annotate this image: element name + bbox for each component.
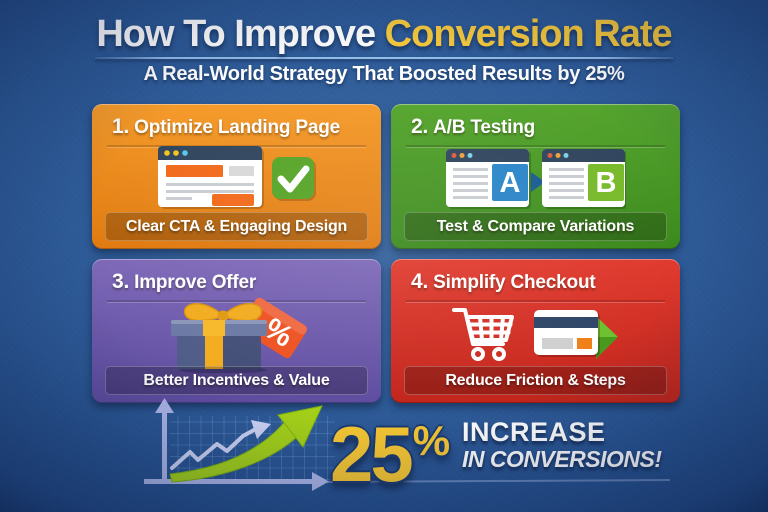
stat-percentage: 25% <box>330 402 450 493</box>
card-caption: Test & Compare Variations <box>404 211 667 241</box>
card-title: 2. A/B Testing <box>391 104 680 139</box>
growth-arrow-icon <box>169 405 323 483</box>
title-white: How To Improve <box>96 13 376 55</box>
gift-with-discount-tag-icon: % <box>92 297 381 373</box>
header: How To Improve Conversion Rate A Real-Wo… <box>0 12 768 86</box>
card-caption: Reduce Friction & Steps <box>404 366 667 395</box>
cart-card-arrow-icon <box>391 305 680 362</box>
stat-line1: INCREASE <box>462 417 606 447</box>
card-title-text: Simplify Checkout <box>433 271 596 293</box>
stat-line2: IN CONVERSIONS! <box>462 446 662 472</box>
browser-b-icon: B <box>541 149 626 210</box>
title-divider <box>95 57 673 59</box>
card-number: 1. <box>112 115 130 138</box>
browser-with-checkmark-icon <box>92 146 381 210</box>
card-caption: Clear CTA & Engaging Design <box>105 211 368 241</box>
stat-text: INCREASE IN CONVERSIONS! <box>462 417 662 472</box>
variant-b-letter: B <box>595 167 616 199</box>
gift-icon <box>170 302 267 369</box>
card-title-text: A/B Testing <box>433 117 536 138</box>
card-title: 4. Simplify Checkout <box>391 259 680 294</box>
credit-card-icon <box>533 309 600 357</box>
card-title-text: Optimize Landing Page <box>134 117 341 138</box>
ab-browser-comparison-icon: A <box>391 149 680 210</box>
card-number: 3. <box>112 269 130 293</box>
card-caption: Better Incentives & Value <box>105 366 368 395</box>
card-simplify-checkout: 4. Simplify Checkout <box>391 258 680 403</box>
cards-grid: 1. Optimize Landing Page <box>92 104 680 403</box>
card-number: 4. <box>411 269 429 293</box>
card-optimize-landing-page: 1. Optimize Landing Page <box>92 104 381 249</box>
stat-percent-sign: % <box>412 417 451 464</box>
title-accent: Conversion Rate <box>384 13 673 55</box>
card-title: 1. Optimize Landing Page <box>92 104 381 139</box>
card-number: 2. <box>411 115 429 138</box>
page-title: How To Improve Conversion Rate <box>0 12 768 56</box>
variant-a-letter: A <box>499 167 520 199</box>
shopping-cart-icon <box>451 307 514 361</box>
browser-a-icon: A <box>445 149 531 210</box>
card-improve-offer: 3. Improve Offer % <box>92 258 381 403</box>
card-ab-testing: 2. A/B Testing <box>391 104 680 249</box>
card-title: 3. Improve Offer <box>92 259 381 294</box>
card-title-text: Improve Offer <box>134 271 257 293</box>
stat-number-text: 25 <box>330 410 414 498</box>
subtitle: A Real-World Strategy That Boosted Resul… <box>143 63 625 85</box>
